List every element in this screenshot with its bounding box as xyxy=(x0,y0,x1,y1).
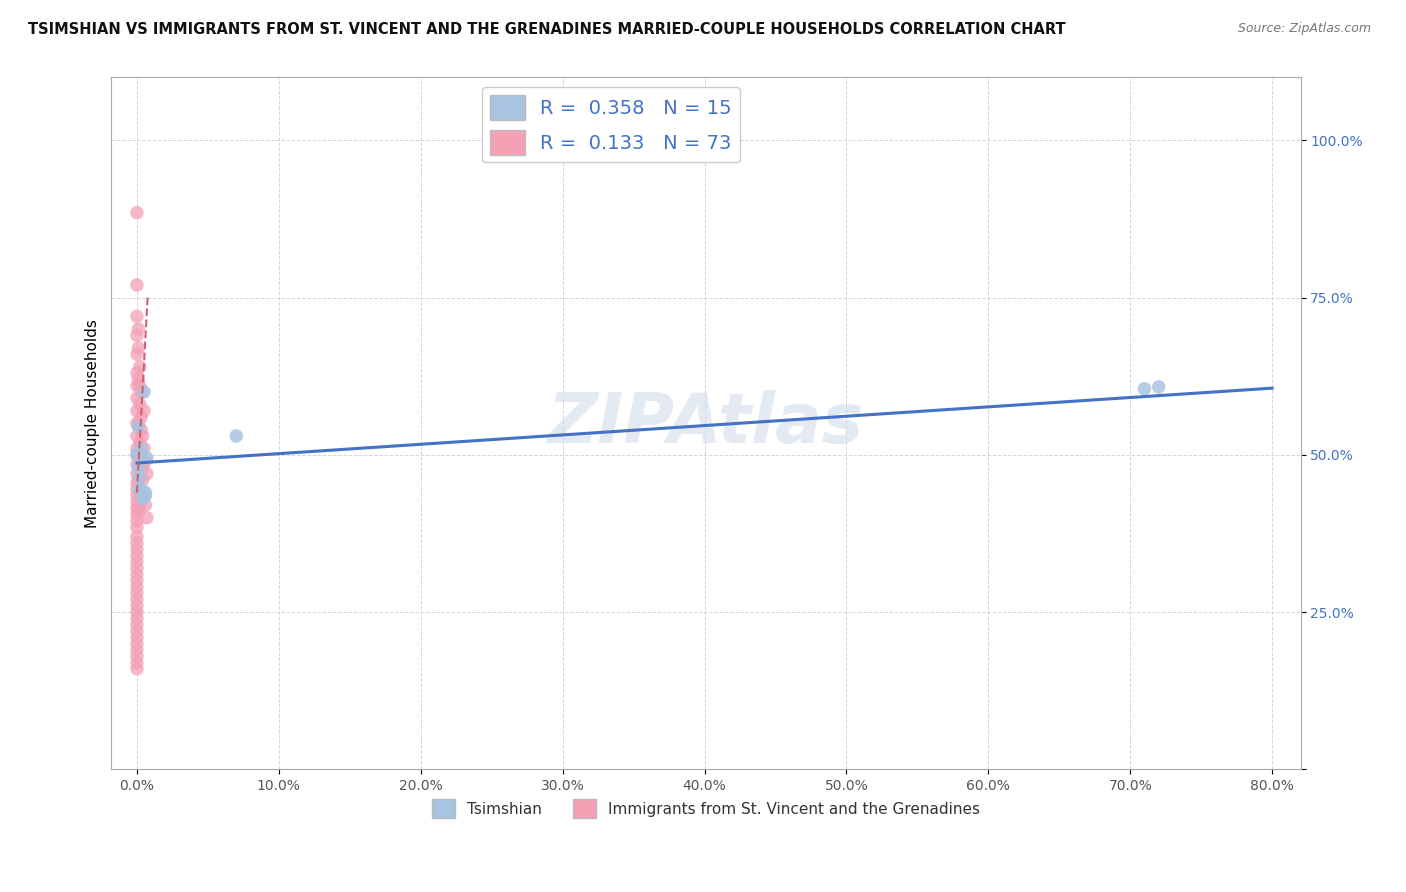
Point xyxy=(125,561,148,575)
Point xyxy=(125,483,148,497)
Point xyxy=(131,460,153,475)
Point xyxy=(125,649,148,664)
Point xyxy=(127,473,149,487)
Point xyxy=(134,489,156,503)
Point xyxy=(125,467,148,481)
Point xyxy=(128,498,150,512)
Point xyxy=(129,485,152,500)
Point xyxy=(125,448,148,462)
Point xyxy=(127,417,149,431)
Point xyxy=(134,485,156,500)
Point xyxy=(125,636,148,650)
Point xyxy=(125,495,148,509)
Point xyxy=(128,397,150,411)
Point xyxy=(128,470,150,484)
Point xyxy=(125,617,148,632)
Point xyxy=(125,310,148,324)
Text: ZIPAtlas: ZIPAtlas xyxy=(548,390,865,457)
Point xyxy=(225,429,247,443)
Point xyxy=(128,359,150,374)
Point xyxy=(135,510,157,524)
Point xyxy=(134,498,156,512)
Point xyxy=(125,378,148,392)
Point xyxy=(129,410,152,425)
Point xyxy=(1133,382,1156,396)
Point xyxy=(125,605,148,619)
Point xyxy=(125,530,148,544)
Point xyxy=(131,429,153,443)
Point xyxy=(125,624,148,638)
Point xyxy=(125,536,148,550)
Point xyxy=(125,630,148,644)
Point xyxy=(125,592,148,607)
Point xyxy=(127,504,149,518)
Point xyxy=(125,611,148,625)
Point xyxy=(125,549,148,563)
Point xyxy=(125,501,148,516)
Point xyxy=(125,656,148,670)
Point xyxy=(125,642,148,657)
Point xyxy=(128,483,150,497)
Point xyxy=(125,542,148,557)
Point xyxy=(125,586,148,600)
Point xyxy=(128,467,150,481)
Point xyxy=(125,508,148,522)
Point xyxy=(127,322,149,336)
Point xyxy=(128,378,150,392)
Point xyxy=(134,454,156,468)
Point xyxy=(127,372,149,386)
Point xyxy=(131,473,153,487)
Point xyxy=(125,457,148,471)
Point xyxy=(125,476,148,491)
Point xyxy=(125,417,148,431)
Legend: Tsimshian, Immigrants from St. Vincent and the Grenadines: Tsimshian, Immigrants from St. Vincent a… xyxy=(426,793,986,824)
Point xyxy=(1147,380,1170,394)
Point xyxy=(125,328,148,343)
Point xyxy=(129,448,152,462)
Point xyxy=(125,278,148,293)
Point xyxy=(125,599,148,613)
Point xyxy=(132,384,155,399)
Point xyxy=(125,366,148,380)
Point xyxy=(125,580,148,594)
Point xyxy=(131,491,153,506)
Point xyxy=(128,435,150,450)
Point xyxy=(125,574,148,588)
Point xyxy=(125,404,148,418)
Point xyxy=(125,429,148,443)
Point xyxy=(129,483,152,497)
Point xyxy=(125,489,148,503)
Point xyxy=(129,384,152,399)
Point xyxy=(132,442,155,456)
Text: Source: ZipAtlas.com: Source: ZipAtlas.com xyxy=(1237,22,1371,36)
Point xyxy=(132,404,155,418)
Point xyxy=(135,467,157,481)
Point xyxy=(132,485,155,500)
Point xyxy=(129,442,152,456)
Point xyxy=(125,448,148,462)
Point xyxy=(129,423,152,437)
Point xyxy=(125,514,148,528)
Point xyxy=(127,448,149,462)
Text: TSIMSHIAN VS IMMIGRANTS FROM ST. VINCENT AND THE GRENADINES MARRIED-COUPLE HOUSE: TSIMSHIAN VS IMMIGRANTS FROM ST. VINCENT… xyxy=(28,22,1066,37)
Point xyxy=(127,460,149,475)
Point xyxy=(125,662,148,676)
Point xyxy=(125,567,148,582)
Point xyxy=(135,450,157,465)
Point xyxy=(125,520,148,534)
Point xyxy=(127,419,149,434)
Point xyxy=(125,205,148,219)
Y-axis label: Married-couple Households: Married-couple Households xyxy=(86,319,100,528)
Point xyxy=(125,347,148,361)
Point xyxy=(125,391,148,405)
Point xyxy=(125,555,148,569)
Point xyxy=(125,442,148,456)
Point xyxy=(127,341,149,355)
